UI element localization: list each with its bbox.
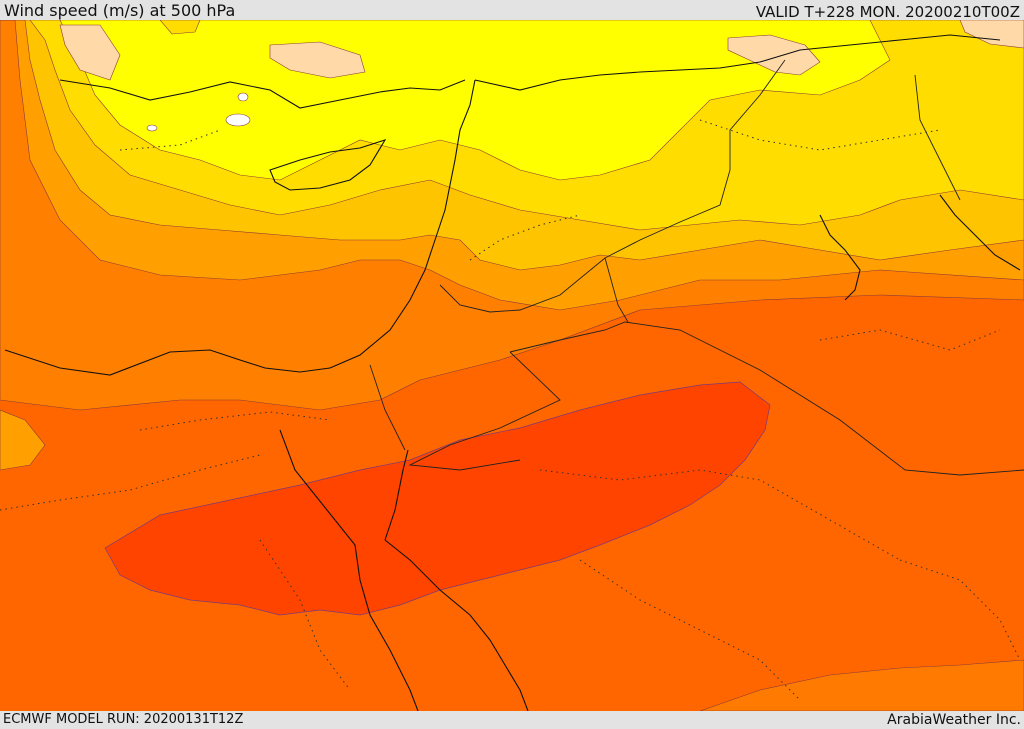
wind-band-south: [699, 659, 1024, 711]
map-title: Wind speed (m/s) at 500 hPa: [4, 1, 236, 20]
wind-patch-white: [237, 92, 249, 102]
valid-time: VALID T+228 MON. 20200210T00Z: [755, 3, 1020, 21]
credit-label: ArabiaWeather Inc.: [887, 712, 1021, 728]
wind-patch-peach: [269, 41, 366, 79]
wind-patch-peach: [59, 24, 121, 81]
coastlines: [4, 34, 1021, 711]
wind-speed-map: [0, 20, 1024, 711]
wind-patch-peach: [959, 20, 1024, 49]
wind-jet-core: [104, 381, 771, 616]
model-run-label: ECMWF MODEL RUN: 20200131T12Z: [3, 712, 244, 727]
header-bar: Wind speed (m/s) at 500 hPa VALID T+228 …: [0, 0, 1024, 20]
wind-band-yellow: [59, 20, 891, 181]
wind-patch-white: [146, 124, 158, 132]
wind-patch-white: [225, 113, 251, 127]
wind-patch-peach: [727, 34, 821, 76]
footer-bar: ECMWF MODEL RUN: 20200131T12Z ArabiaWeat…: [0, 711, 1024, 729]
wind-patch-orange-west: [0, 409, 46, 471]
country-borders: [369, 59, 1024, 476]
province-borders: [0, 119, 1021, 701]
wind-patch-peach: [159, 20, 201, 35]
